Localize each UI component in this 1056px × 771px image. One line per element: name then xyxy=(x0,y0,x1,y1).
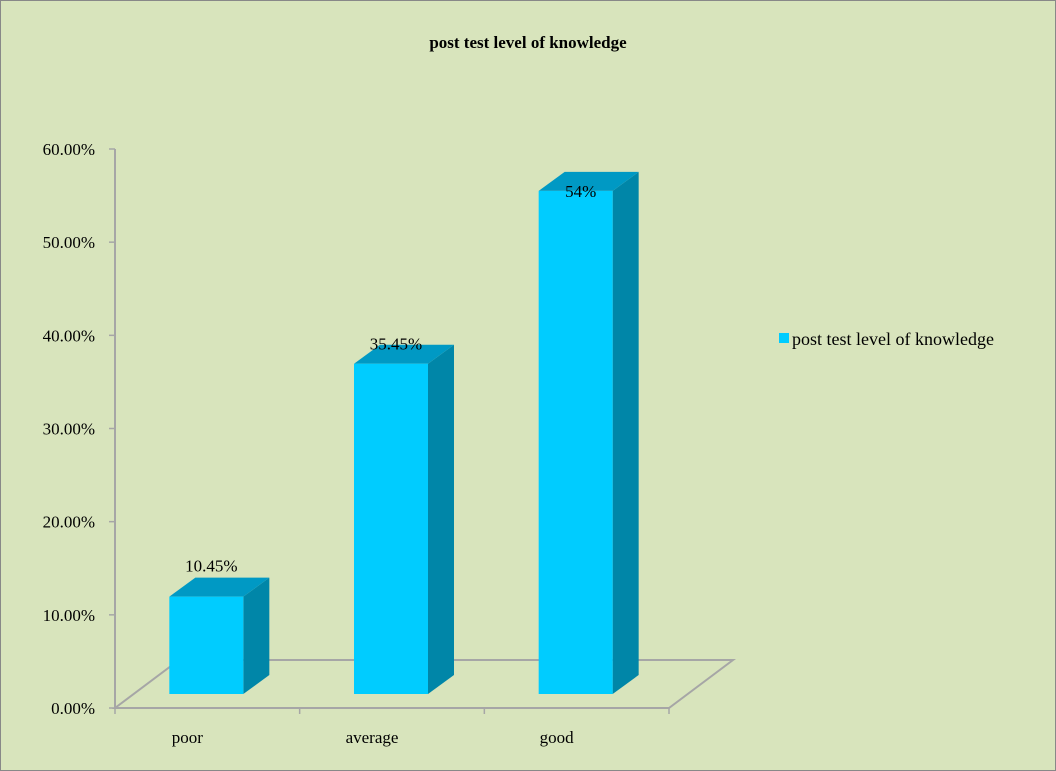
data-label: 10.45% xyxy=(185,557,237,576)
y-tick-label: 40.00% xyxy=(43,326,95,345)
bar-good: 54% xyxy=(538,171,639,694)
bar-top xyxy=(354,344,454,364)
data-label: 35.45% xyxy=(370,335,422,354)
y-tick-label: 0.00% xyxy=(51,699,95,718)
bar-side xyxy=(428,344,454,694)
chart-title: post test level of knowledge xyxy=(429,33,627,52)
y-tick-label: 60.00% xyxy=(43,140,95,159)
bar-side xyxy=(243,577,270,694)
bar-front xyxy=(354,363,428,694)
chart-axes: 0.00% 10.00% 20.00% 30.00% 40.00% 50.00% 60.00… xyxy=(43,140,670,747)
bar-poor: 10.45% xyxy=(169,557,270,694)
y-tick-label: 50.00% xyxy=(43,233,95,252)
x-tick-label: good xyxy=(540,728,575,747)
bar-average: 35.45% xyxy=(354,335,454,694)
y-tick-label: 20.00% xyxy=(43,513,95,532)
bar-top xyxy=(169,577,270,597)
bar-front xyxy=(538,190,613,694)
legend: post test level of knowledge xyxy=(779,329,994,349)
y-tick-label: 30.00% xyxy=(43,420,95,439)
data-label: 54% xyxy=(565,182,596,201)
bar-side xyxy=(612,171,639,694)
y-tick-label: 10.00% xyxy=(43,606,95,625)
bar-series: 10.45% 35.45% 54% xyxy=(169,171,639,694)
bar-top xyxy=(538,171,639,191)
legend-label: post test level of knowledge xyxy=(792,329,994,349)
x-tick-label: average xyxy=(346,728,399,747)
legend-swatch xyxy=(779,333,789,343)
bar-front xyxy=(169,596,244,694)
x-tick-label: poor xyxy=(172,728,204,747)
